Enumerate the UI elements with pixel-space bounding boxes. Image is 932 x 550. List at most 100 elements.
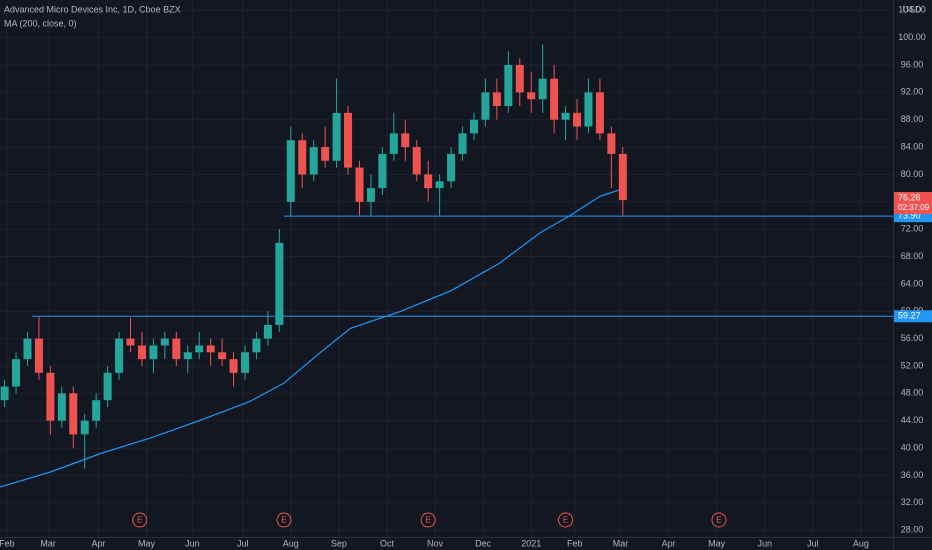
earnings-label: E — [281, 516, 286, 525]
x-tick-label: Apr — [662, 538, 676, 548]
candle-body — [137, 345, 146, 360]
candle-body — [424, 174, 433, 189]
x-tick-label: Feb — [567, 538, 583, 548]
candle-body — [618, 153, 627, 201]
x-tick-label: Sep — [331, 538, 347, 548]
candle-body — [504, 64, 513, 107]
candle-body — [115, 338, 124, 373]
candle-body — [57, 393, 66, 421]
candle-body — [332, 112, 341, 161]
last-price-box — [894, 192, 932, 215]
candle-body — [12, 359, 21, 387]
candle-body — [401, 133, 410, 148]
candle-body — [92, 400, 101, 421]
candle-body — [46, 372, 55, 421]
candle-body — [126, 338, 135, 346]
y-tick-label: 40.00 — [901, 442, 924, 452]
y-tick-label: 100.00 — [898, 32, 926, 42]
y-tick-label: 64.00 — [901, 278, 924, 288]
x-tick-label: Jun — [758, 538, 773, 548]
x-tick-label: Jul — [807, 538, 819, 548]
candle-body — [355, 167, 364, 202]
y-tick-label: 52.00 — [901, 360, 924, 370]
earnings-label: E — [137, 516, 142, 525]
candle-body — [229, 359, 238, 373]
grid — [0, 0, 893, 537]
x-tick-label: 2021 — [521, 538, 541, 548]
candle-body — [80, 420, 89, 435]
y-tick-label: 88.00 — [901, 114, 924, 124]
x-tick-label: Mar — [40, 538, 56, 548]
candle-body — [607, 133, 616, 154]
candle-body — [34, 338, 43, 373]
x-tick-label: Mar — [613, 538, 629, 548]
candle-body — [584, 92, 593, 127]
countdown-label: 02:37:09 — [898, 203, 930, 212]
candle-body — [172, 338, 181, 360]
y-tick-label: 56.00 — [901, 333, 924, 343]
x-tick-label: Aug — [283, 538, 299, 548]
candle-body — [515, 64, 524, 93]
candle-body — [23, 338, 32, 360]
candle-body — [561, 112, 570, 120]
candle-body — [412, 147, 421, 175]
x-tick-label: Nov — [427, 538, 444, 548]
candle-body — [286, 140, 295, 202]
candle-body — [69, 393, 78, 435]
currency: USD — [902, 4, 922, 14]
earnings-marker — [558, 512, 574, 528]
candle-body — [321, 147, 330, 161]
y-tick-label: 32.00 — [901, 497, 924, 507]
y-tick-label: 96.00 — [901, 59, 924, 69]
candle-body — [263, 324, 272, 339]
candle-body — [458, 133, 467, 154]
candle-body — [469, 119, 478, 134]
candle-body — [218, 352, 227, 360]
candle-body — [344, 112, 353, 168]
candle-body — [447, 153, 456, 182]
chart-title: Advanced Micro Devices Inc, 1D, Cboe BZX — [4, 4, 181, 14]
candle-body — [0, 386, 9, 401]
candle-body — [103, 372, 112, 401]
candle-body — [538, 78, 547, 100]
y-tick-label: 84.00 — [901, 141, 924, 151]
candle-body — [183, 352, 192, 360]
candle-body — [573, 112, 582, 127]
candle-body — [527, 92, 536, 100]
earnings-label: E — [426, 516, 431, 525]
y-tick-label: 92.00 — [901, 87, 924, 97]
x-tick-label: Apr — [91, 538, 105, 548]
candle-body — [309, 147, 318, 175]
candle-body — [240, 352, 250, 373]
x-tick-label: May — [708, 538, 726, 548]
earnings-marker — [276, 512, 292, 528]
candle-body — [550, 78, 559, 120]
x-tick-label: Oct — [380, 538, 395, 548]
earnings-label: E — [716, 516, 721, 525]
candle-body — [275, 242, 284, 325]
candle-body — [595, 92, 604, 134]
x-tick-label: Dec — [475, 538, 492, 548]
indicator-label: MA (200, close, 0) — [4, 18, 77, 28]
y-tick-label: 80.00 — [901, 169, 924, 179]
hline-price-label: 59.27 — [898, 311, 921, 321]
candle-body — [195, 345, 204, 353]
y-tick-label: 44.00 — [901, 415, 924, 425]
last-price-label: 76.26 — [898, 192, 921, 202]
earnings-label: E — [563, 516, 568, 525]
x-tick-label: Feb — [0, 538, 15, 548]
y-tick-label: 36.00 — [901, 470, 924, 480]
y-tick-label: 104.00 — [898, 5, 926, 15]
earnings-marker — [132, 512, 148, 528]
candle-body — [252, 338, 261, 353]
candle-body — [206, 345, 215, 353]
x-tick-label: Jun — [185, 538, 200, 548]
moving-average-line — [0, 187, 626, 488]
earnings-marker — [420, 512, 436, 528]
candle-body — [298, 140, 307, 175]
candle-body — [149, 345, 158, 360]
y-tick-label: 48.00 — [901, 388, 924, 398]
y-tick-label: 68.00 — [901, 251, 924, 261]
